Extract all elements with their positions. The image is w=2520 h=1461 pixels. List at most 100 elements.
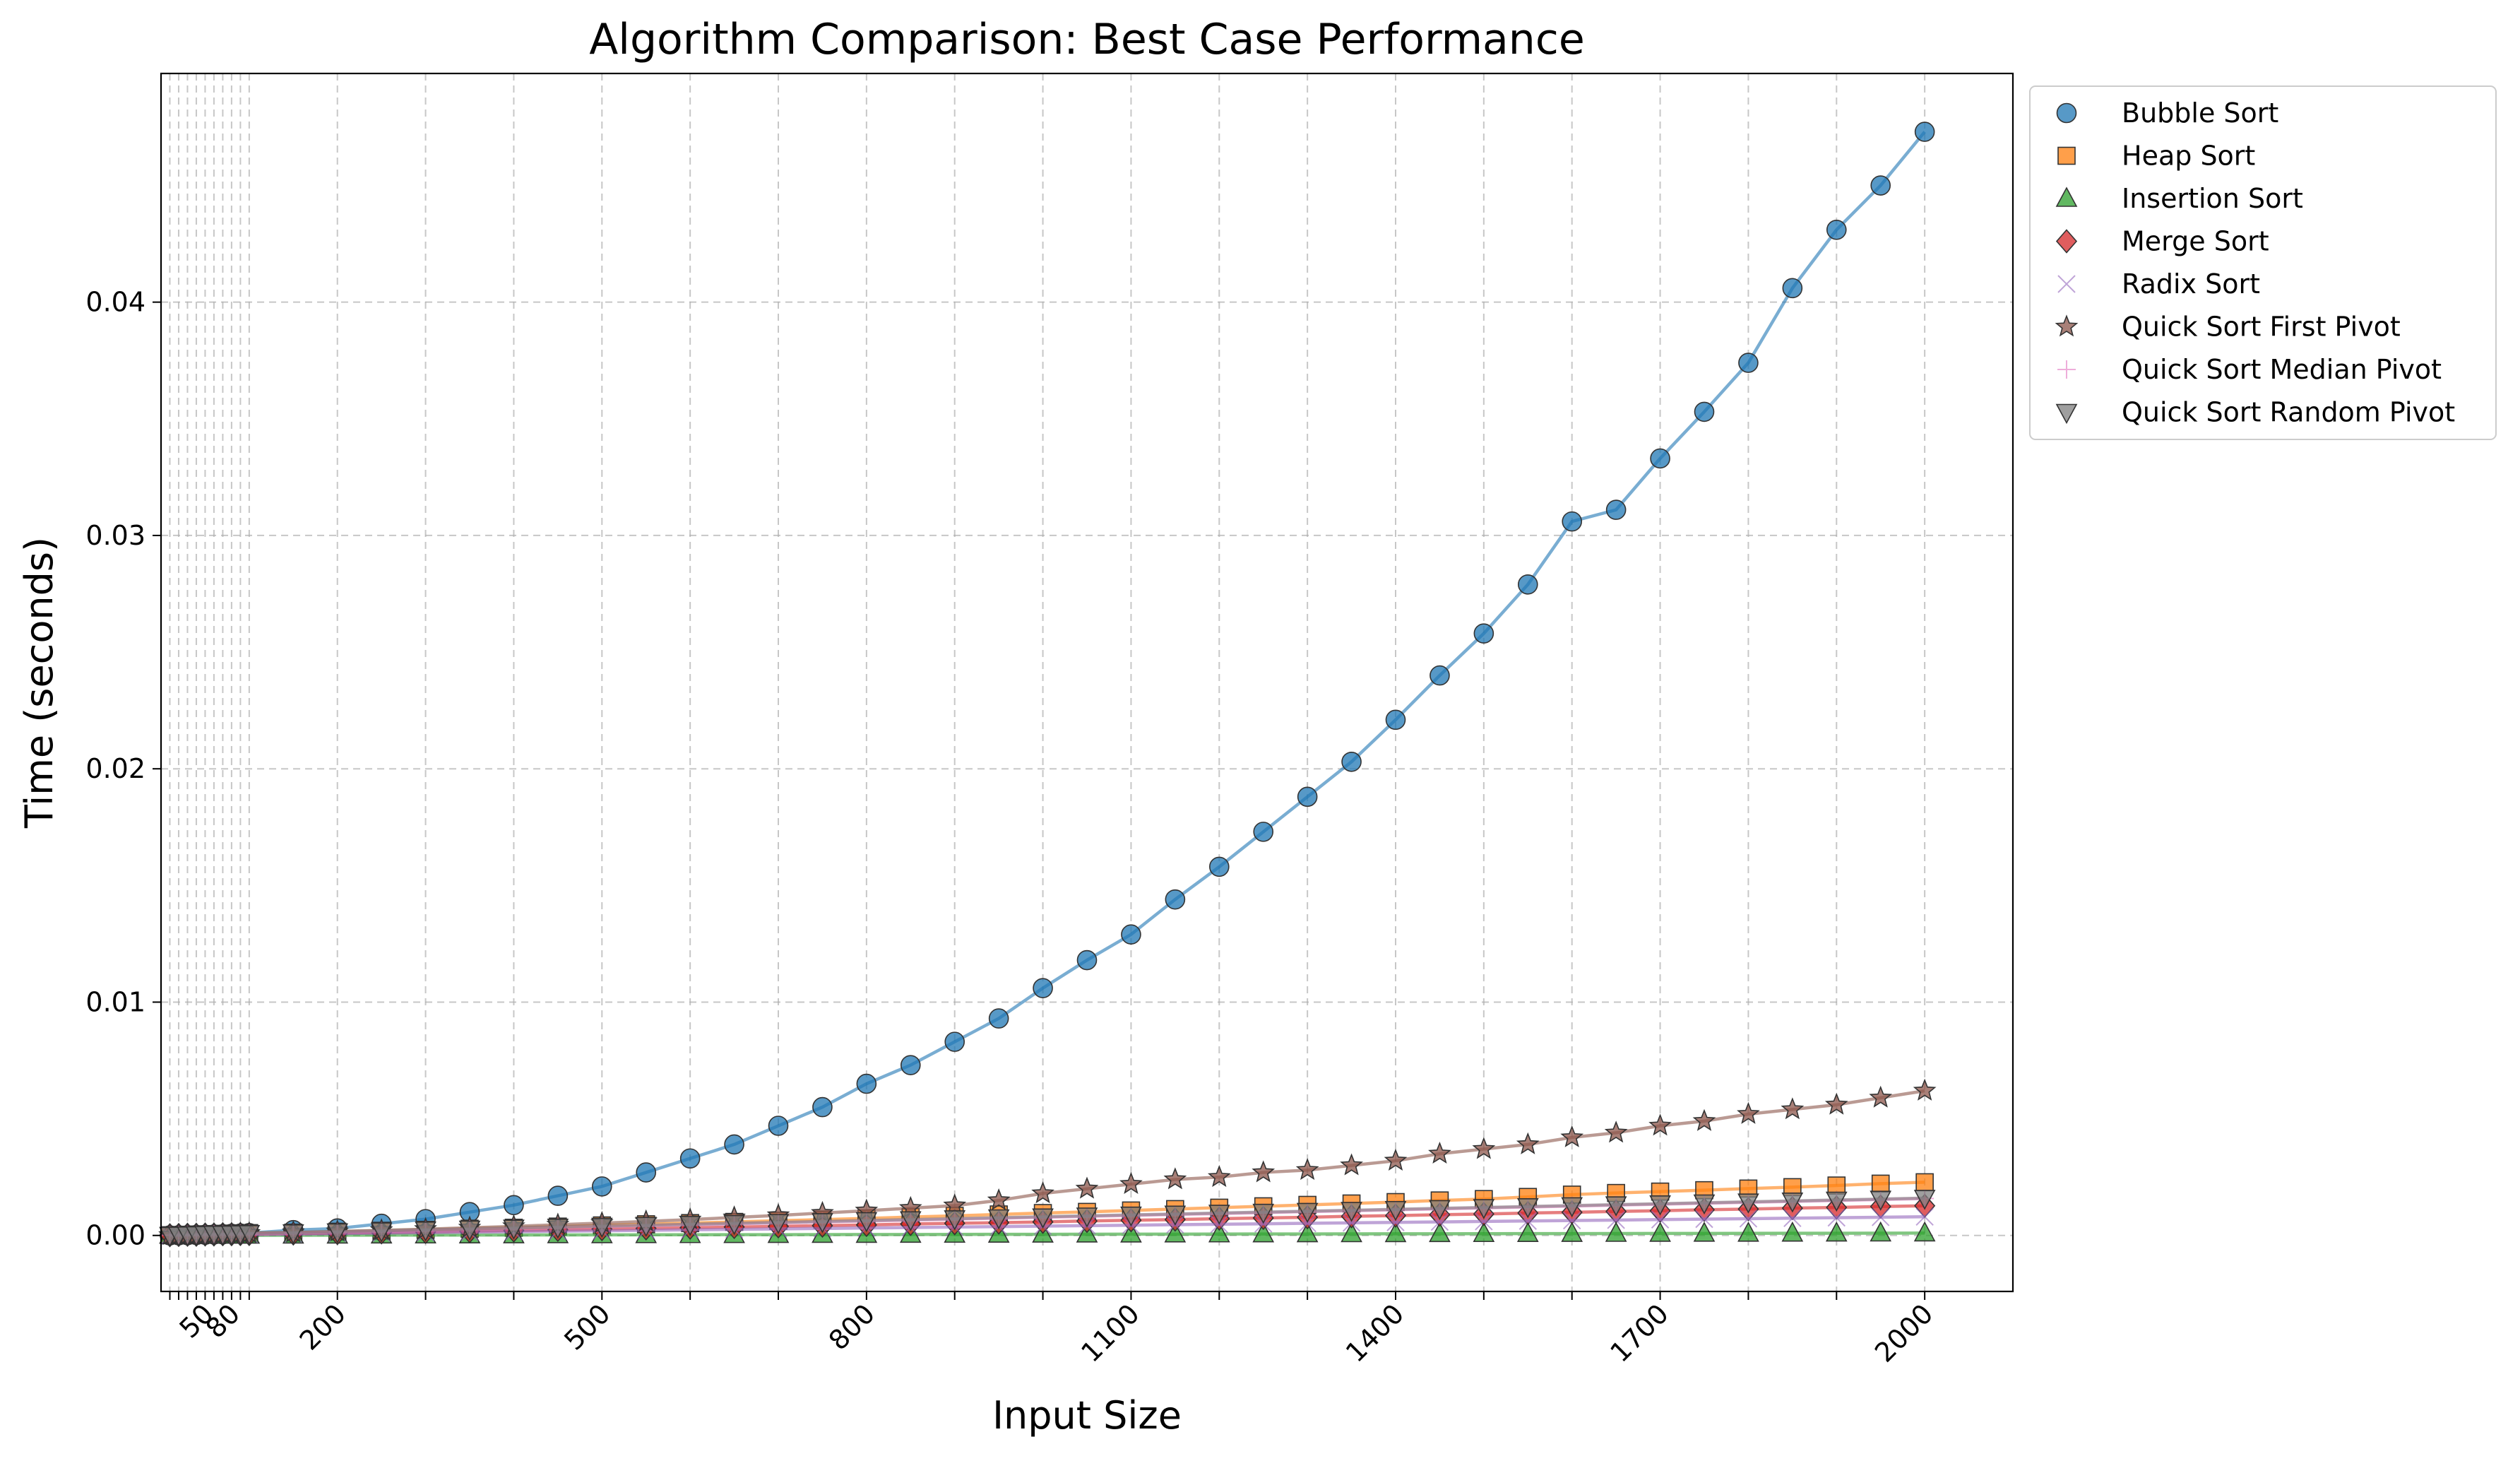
data-point-bubble-sort [1782,278,1803,299]
data-point-quick-sort-first-pivot [1252,1160,1276,1183]
data-point-quick-sort-first-pivot [1295,1158,1319,1181]
data-point-insertion-sort [1296,1222,1319,1243]
data-point-bubble-sort [1076,950,1098,971]
data-point-quick-sort-random-pivot [944,1210,966,1231]
data-point-insertion-sort [1516,1222,1539,1242]
data-point-insertion-sort [1473,1222,1495,1243]
data-point-bubble-sort [768,1116,789,1136]
data-point-radix-sort [1695,1209,1713,1229]
data-point-insertion-sort [1870,1221,1892,1242]
data-point-insertion-sort [1252,1222,1275,1243]
data-point-quick-sort-first-pivot [1163,1167,1187,1190]
data-point-quick-sort-first-pivot [1913,1078,1937,1101]
data-point-heap-sort [1915,1173,1934,1192]
legend-label: Quick Sort Median Pivot [2122,354,2442,385]
data-point-radix-sort [1783,1209,1802,1228]
legend-marker [2057,360,2076,379]
data-point-quick-sort-random-pivot [1341,1202,1362,1222]
data-point-radix-sort [1739,1209,1758,1228]
data-point-quick-sort-random-pivot [370,1222,393,1243]
data-point-bubble-sort [679,1148,701,1169]
data-point-insertion-sort [1341,1222,1362,1243]
data-point-bubble-sort [1517,574,1538,595]
data-point-bubble-sort [1297,786,1318,808]
data-point-quick-sort-random-pivot [1693,1194,1716,1215]
data-point-quick-sort-random-pivot [590,1217,613,1238]
data-point-quick-sort-random-pivot [1561,1197,1583,1218]
data-point-bubble-sort [944,1031,965,1052]
legend-label: Quick Sort Random Pivot [2122,397,2455,428]
y-axis-label: Time (seconds) [17,537,61,829]
data-point-quick-sort-random-pivot [415,1222,436,1242]
data-point-bubble-sort [1430,665,1450,686]
y-tick-label: 0.02 [85,753,145,784]
data-point-quick-sort-first-pivot [1824,1092,1848,1115]
data-point-quick-sort-random-pivot [1473,1199,1495,1219]
legend-marker [2055,314,2079,337]
legend-marker [2057,146,2076,165]
legend-label: Merge Sort [2122,226,2269,257]
data-point-quick-sort-random-pivot [679,1216,701,1236]
data-point-quick-sort-first-pivot [1781,1097,1805,1120]
data-point-insertion-sort [1208,1222,1230,1243]
data-point-quick-sort-random-pivot [767,1214,790,1234]
data-point-quick-sort-random-pivot [1781,1193,1804,1213]
data-point-bubble-sort [1914,122,1935,142]
data-point-bubble-sort [1341,751,1362,772]
data-point-insertion-sort [1649,1222,1671,1242]
data-point-insertion-sort [1781,1221,1804,1242]
data-point-insertion-sort [1913,1221,1936,1242]
data-point-quick-sort-random-pivot [1120,1206,1142,1227]
data-point-quick-sort-random-pivot [635,1217,658,1237]
data-point-bubble-sort [900,1055,921,1075]
x-axis-label: Input Size [992,1393,1182,1438]
data-point-radix-sort [1518,1212,1537,1230]
data-point-quick-sort-random-pivot [1032,1208,1054,1229]
plot-frame [160,72,2014,1293]
data-point-quick-sort-random-pivot [1208,1205,1230,1225]
data-point-quick-sort-random-pivot [282,1224,304,1245]
data-point-quick-sort-random-pivot [812,1213,833,1234]
data-point-radix-sort [1827,1208,1846,1227]
data-point-quick-sort-first-pivot [1340,1153,1363,1176]
data-point-bubble-sort [1165,889,1186,910]
data-point-radix-sort [1342,1214,1361,1232]
data-point-quick-sort-first-pivot [987,1188,1011,1211]
data-point-radix-sort [1563,1211,1581,1230]
legend-label: Quick Sort First Pivot [2122,312,2401,343]
y-tick-label: 0.01 [85,986,145,1017]
data-point-quick-sort-first-pivot [1648,1113,1672,1136]
data-point-bubble-sort [1694,401,1715,422]
data-point-quick-sort-random-pivot [1429,1200,1451,1221]
data-point-quick-sort-random-pivot [1737,1193,1759,1214]
data-point-insertion-sort [1693,1222,1716,1242]
data-point-bubble-sort [724,1134,744,1155]
legend-marker [2056,102,2077,124]
data-point-quick-sort-random-pivot [1164,1205,1187,1226]
legend: Bubble Sort Heap Sort Insertion Sort Merge … [2029,85,2497,440]
legend-frame [2029,85,2497,440]
data-point-radix-sort [1651,1210,1670,1229]
data-point-heap-sort [1871,1174,1890,1193]
data-point-quick-sort-first-pivot [1428,1141,1451,1164]
data-point-quick-sort-first-pivot [1119,1171,1143,1194]
data-point-quick-sort-random-pivot [723,1214,745,1236]
data-point-insertion-sort [1825,1221,1848,1242]
data-point-quick-sort-random-pivot [458,1220,481,1241]
data-point-radix-sort [1915,1207,1934,1226]
data-point-quick-sort-first-pivot [1692,1108,1716,1131]
data-point-bubble-sort [1385,709,1406,730]
data-point-bubble-sort [1738,353,1759,373]
data-point-quick-sort-first-pivot [1869,1085,1893,1108]
data-point-bubble-sort [856,1073,877,1094]
data-point-bubble-sort [636,1162,657,1183]
data-point-insertion-sort [1429,1222,1451,1243]
data-point-quick-sort-random-pivot [1296,1202,1319,1224]
data-point-quick-sort-first-pivot [1075,1176,1099,1199]
data-point-quick-sort-random-pivot [503,1219,525,1240]
data-point-quick-sort-random-pivot [1825,1191,1848,1212]
series-group [158,122,1937,1248]
data-point-radix-sort [1475,1212,1493,1231]
legend-marker [2057,275,2076,293]
